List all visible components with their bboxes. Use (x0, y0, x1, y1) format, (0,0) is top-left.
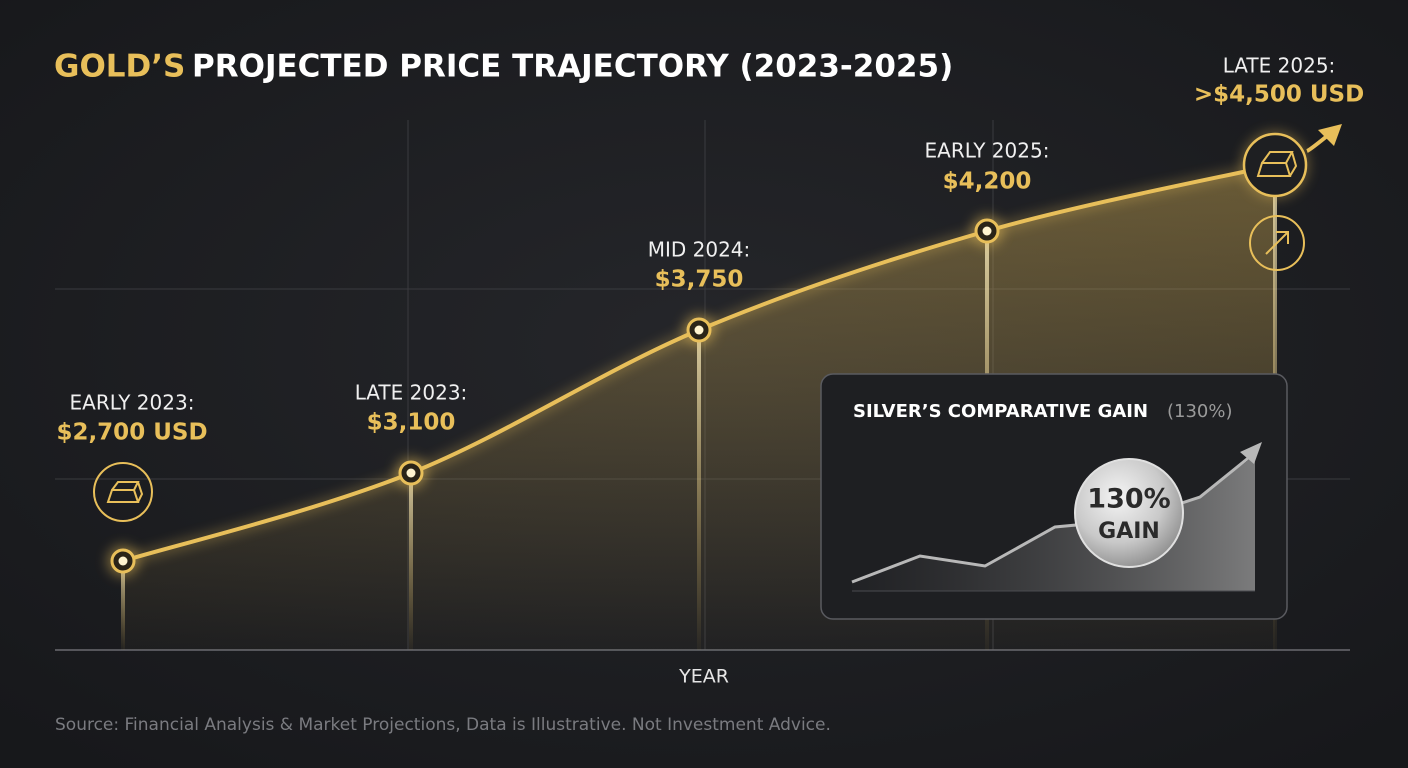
value-label: >$4,500 USD (1194, 82, 1364, 108)
value-label: $2,700 USD (56, 420, 207, 446)
category-label: LATE 2025: (1223, 54, 1336, 78)
point-core (694, 325, 704, 335)
glow-beam (409, 473, 413, 650)
trend-arrow-head (1318, 124, 1342, 146)
category-label: MID 2024: (648, 238, 751, 262)
gold-bar-icon (93, 462, 153, 522)
silver-inset: SILVER’S COMPARATIVE GAIN (130%) 130% GA… (820, 373, 1288, 620)
value-label: $3,100 (367, 410, 456, 436)
value-label: $3,750 (655, 267, 744, 293)
trend-icon (1249, 215, 1305, 271)
point-core (982, 226, 992, 236)
source-note: Source: Financial Analysis & Market Proj… (55, 715, 831, 735)
silver-arrow (1240, 442, 1262, 464)
inset-title: SILVER’S COMPARATIVE GAIN (853, 401, 1148, 422)
chart-title: PROJECTED PRICE TRAJECTORY (2023-2025) (192, 49, 953, 85)
category-label: EARLY 2023: (70, 391, 195, 415)
inset-title-note: (130%) (1167, 401, 1233, 422)
x-axis-label: YEAR (678, 666, 729, 688)
badge-value: 130% (1087, 484, 1170, 515)
title-highlight: GOLD’S (54, 49, 185, 85)
point-core (118, 556, 128, 566)
point-core (406, 468, 416, 478)
gold-bar-icon (1241, 131, 1309, 199)
silver-line (851, 453, 1253, 584)
glow-beam (121, 561, 125, 650)
category-label: LATE 2023: (355, 381, 468, 405)
value-label: $4,200 (943, 169, 1032, 195)
badge-label: GAIN (1098, 519, 1160, 544)
glow-beam (697, 330, 701, 650)
category-label: EARLY 2025: (925, 139, 1050, 163)
gain-badge (1074, 458, 1184, 568)
